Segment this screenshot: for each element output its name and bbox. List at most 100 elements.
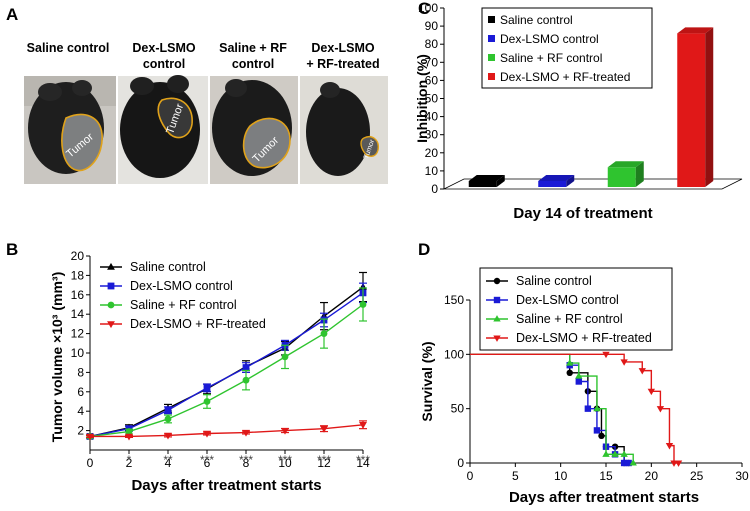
b-x-tick-label: 2	[126, 456, 133, 470]
b-y-tick-label: 20	[71, 249, 85, 263]
mouse-photo-dex-lsmo-rf-treated: Tumor	[300, 76, 388, 184]
b-legend-marker	[107, 262, 115, 270]
b-x-tick-label: 4	[165, 456, 172, 470]
c-floor	[443, 178, 743, 190]
b-data-point	[359, 422, 367, 429]
d-event-marker	[629, 459, 637, 466]
panel-a-photo-labels: Saline control Dex-LSMO control Saline +…	[27, 41, 380, 71]
c-legend-box	[481, 7, 653, 89]
c-legend-swatch	[488, 73, 495, 80]
c-bar-side	[496, 175, 505, 187]
d-event-marker	[584, 405, 592, 412]
d-event-marker	[602, 351, 610, 359]
b-legend-label: Saline + RF control	[130, 298, 237, 312]
c-legend-label: Saline + RF control	[500, 51, 602, 65]
b-significance-mark: ***	[356, 453, 370, 467]
b-data-point	[164, 415, 172, 423]
c-legend-label: Saline control	[500, 13, 573, 27]
d-event-marker	[593, 427, 601, 434]
c-y-tick-label: 0	[431, 182, 438, 196]
tumor-outline	[360, 136, 379, 157]
b-data-point	[281, 427, 289, 435]
d-legend-box	[479, 267, 673, 351]
b-significance-mark: ***	[200, 453, 214, 467]
d-event-marker	[593, 404, 601, 412]
b-significance-mark: ***	[278, 453, 292, 467]
tumor-outline	[157, 97, 193, 139]
d-y-tick-label: 150	[444, 293, 464, 307]
d-event-marker	[566, 359, 574, 366]
b-significance-mark: ***	[317, 453, 331, 467]
mouse-photo-saline-control: Tumor	[24, 76, 116, 184]
c-y-tick-label: 90	[425, 19, 439, 33]
d-legend-marker	[493, 296, 501, 304]
b-series-line	[90, 424, 364, 438]
b-data-point	[86, 433, 94, 441]
c-x-axis-label: Day 14 of treatment	[513, 205, 652, 222]
chart-d-survival: 0 50 100 150 0 5 10 15 20 25 30 Days after treatmen…	[419, 267, 749, 506]
c-y-tick-label: 50	[425, 92, 439, 106]
b-legend-label: Saline control	[130, 260, 206, 274]
c-legend-swatch	[488, 16, 495, 23]
c-bar-side	[705, 27, 714, 188]
b-series-line	[89, 292, 364, 438]
c-bar-top	[607, 161, 644, 168]
d-y-tick-label: 100	[444, 347, 464, 361]
b-data-point	[359, 301, 367, 308]
c-y-tick-label: 40	[425, 110, 439, 124]
d-legend-marker	[493, 335, 501, 342]
c-bar-side	[566, 175, 575, 187]
c-y-tick-label: 20	[425, 146, 439, 160]
d-event-marker	[647, 388, 656, 396]
b-x-tick-label: 12	[317, 456, 331, 470]
d-event-marker	[602, 450, 610, 457]
d-event-marker	[620, 450, 628, 457]
d-event-marker	[598, 432, 605, 440]
b-significance-mark: *	[127, 453, 132, 467]
d-legend-label: Saline + RF control	[516, 312, 623, 326]
b-y-tick-label: 18	[71, 268, 85, 282]
d-x-axis-label: Days after treatment starts	[509, 489, 699, 506]
b-data-point	[203, 430, 211, 438]
d-legend-label: Dex-LSMO + RF-treated	[516, 331, 652, 345]
d-y-tick-label: 50	[451, 402, 465, 416]
d-event-marker	[665, 443, 674, 450]
d-y-tick-label: 0	[457, 456, 464, 470]
b-data-point	[281, 353, 289, 361]
b-legend-marker	[107, 321, 115, 329]
b-x-tick-label: 14	[356, 456, 370, 470]
d-legend-label: Saline control	[516, 274, 592, 288]
b-data-point	[125, 428, 133, 435]
b-y-tick-label: 4	[77, 404, 84, 418]
photo-label-2-line-2: control	[143, 57, 185, 71]
d-legend-marker	[493, 315, 501, 322]
b-data-point	[203, 384, 211, 392]
d-event-marker	[611, 450, 619, 457]
b-data-point	[125, 433, 133, 441]
c-y-tick-label: 100	[418, 1, 438, 15]
c-bar-top	[677, 27, 714, 34]
d-x-tick-label: 30	[735, 469, 749, 483]
chart-b-tumor-volume: 2 4 6 8 10 12 14 16 18 20 0 2 4 6 8 10 12 14 Days after tr…	[49, 249, 370, 494]
c-y-axis-label: Inhibition (%)	[414, 54, 430, 143]
b-data-point	[242, 364, 250, 371]
d-legend-label: Dex-LSMO control	[516, 293, 619, 307]
c-bar-top	[468, 175, 505, 181]
photo-label-3-line-2: control	[232, 57, 274, 71]
d-event-marker	[575, 378, 582, 385]
d-event-marker	[575, 372, 583, 379]
panel-d-letter: D	[418, 240, 430, 259]
c-y-tick-label: 60	[425, 73, 439, 87]
panel-b-letter: B	[6, 240, 18, 259]
photo-label-4-line-2: + RF-treated	[306, 57, 379, 71]
tumor-outline	[242, 117, 291, 169]
tumor-outline	[61, 113, 103, 172]
b-y-tick-label: 14	[71, 307, 85, 321]
b-y-tick-label: 2	[77, 424, 84, 438]
b-series-line	[89, 303, 364, 438]
panel-c-letter: C	[418, 0, 430, 18]
c-legend-label: Dex-LSMO control	[500, 32, 599, 46]
c-y-tick-label: 30	[425, 128, 439, 142]
c-bar-front	[607, 167, 636, 187]
